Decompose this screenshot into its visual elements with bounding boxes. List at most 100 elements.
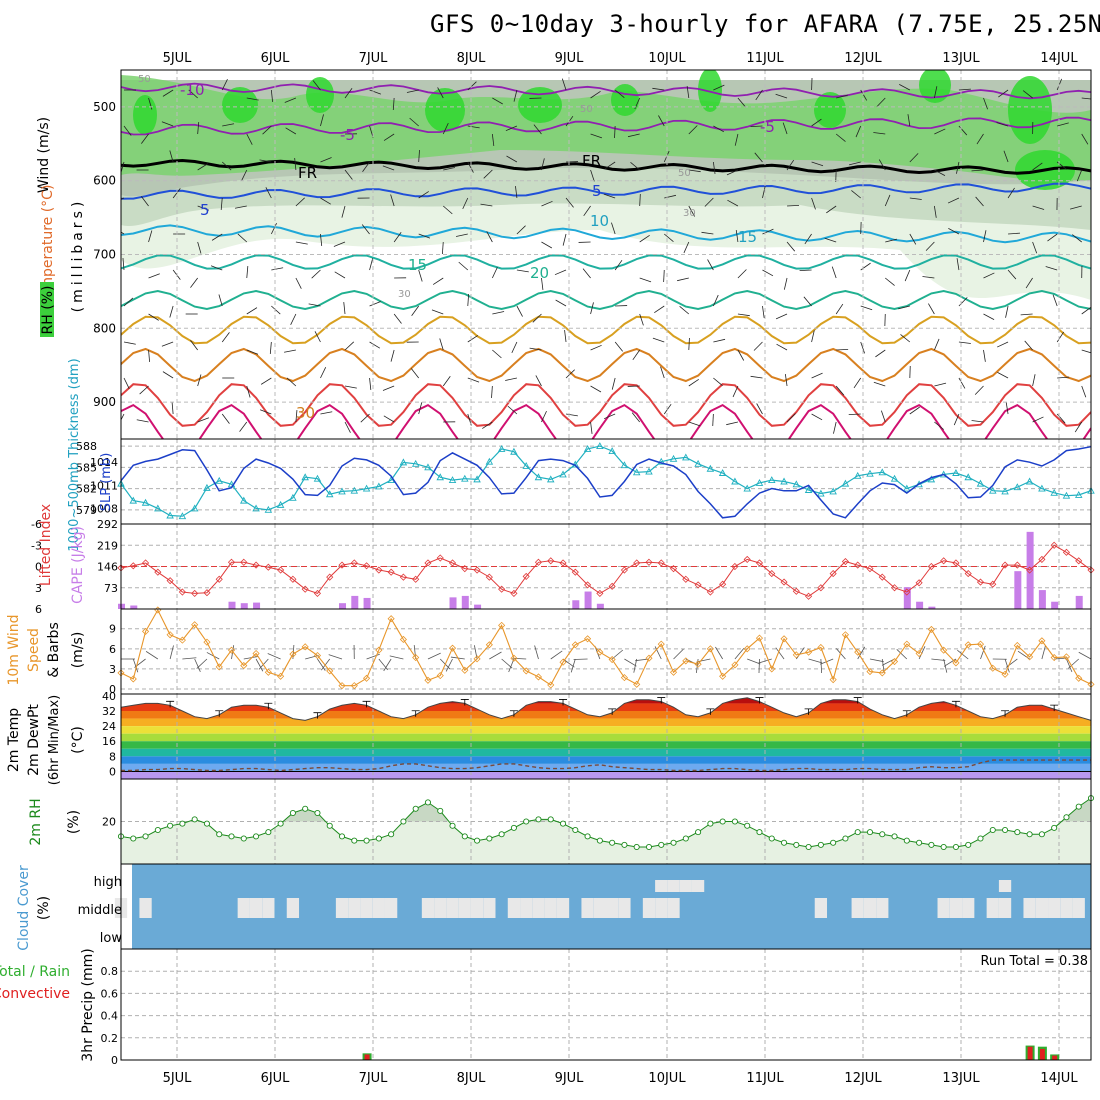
temp-label-a: 2m Temp bbox=[6, 708, 22, 772]
date-label: 10JUL bbox=[648, 51, 686, 66]
rh-shade-green bbox=[121, 75, 1091, 182]
wind-barb bbox=[753, 341, 763, 351]
contour-label: 10 bbox=[590, 212, 609, 230]
wind-barb bbox=[516, 269, 529, 273]
cloud-middle-block bbox=[642, 898, 656, 918]
cape-bar bbox=[339, 603, 347, 609]
wind-barb bbox=[782, 122, 788, 135]
wind-barb bbox=[590, 344, 602, 351]
wind-barb bbox=[432, 277, 444, 285]
cloud-cover-panel: low middle high bbox=[78, 863, 1092, 950]
wind-barb bbox=[1066, 658, 1073, 673]
wind-barb bbox=[909, 406, 920, 415]
wind-barb bbox=[881, 658, 885, 673]
thickness-point bbox=[829, 487, 837, 495]
temp2m-panel: 0 8 16 24 32 40 bbox=[102, 690, 1092, 780]
wind-barb bbox=[857, 646, 866, 660]
li-point bbox=[608, 582, 616, 590]
cloud-middle-block bbox=[372, 898, 385, 918]
wind-barb bbox=[320, 157, 332, 163]
rh-point bbox=[449, 822, 456, 829]
wind-barb bbox=[570, 658, 576, 673]
thickness-point bbox=[694, 459, 702, 467]
rh-point bbox=[1063, 814, 1070, 821]
wind-barb bbox=[344, 88, 353, 99]
wind-point bbox=[903, 640, 911, 648]
precip-tick-label: 0.6 bbox=[101, 987, 119, 1000]
wind-barb bbox=[492, 311, 505, 315]
upper-wind-label: Wind (m/s) bbox=[36, 117, 52, 193]
rh-tick-label: 20 bbox=[102, 816, 116, 829]
wind-barb bbox=[1022, 90, 1033, 99]
li-point bbox=[350, 559, 358, 567]
rh-point bbox=[167, 822, 174, 829]
wind-barb bbox=[1047, 233, 1058, 242]
temperature-contour bbox=[121, 224, 1091, 244]
minmax-marker bbox=[706, 708, 715, 715]
rh-point bbox=[866, 829, 874, 836]
wind-barb bbox=[1003, 150, 1009, 163]
li-point bbox=[522, 572, 530, 580]
li-point bbox=[264, 563, 272, 571]
thickness-point bbox=[448, 476, 457, 484]
wind-barb bbox=[715, 646, 723, 660]
wind-barb bbox=[652, 87, 665, 91]
wind-barb bbox=[983, 349, 986, 362]
wind-barb bbox=[934, 338, 940, 351]
thickness-point bbox=[853, 471, 862, 479]
rh-point bbox=[670, 839, 677, 846]
wind-barb bbox=[295, 197, 305, 207]
wind-barb bbox=[831, 266, 837, 279]
wind-point bbox=[178, 636, 186, 644]
thickness-point bbox=[841, 479, 850, 487]
wind-barb bbox=[505, 125, 518, 132]
wind-barb bbox=[918, 646, 926, 660]
cloud-high-block bbox=[655, 880, 668, 892]
wind-point bbox=[363, 674, 371, 682]
wind-barb bbox=[1081, 306, 1091, 315]
wind-barb bbox=[197, 122, 200, 135]
minmax-marker bbox=[657, 697, 666, 704]
wind-barb bbox=[366, 653, 380, 660]
wind-barb bbox=[1005, 305, 1009, 318]
wind-barb bbox=[776, 343, 788, 351]
li-point bbox=[399, 573, 407, 581]
minmax-marker bbox=[1001, 710, 1010, 717]
contour-label: 30 bbox=[296, 404, 315, 422]
wind-tick-label: 6 bbox=[109, 643, 116, 656]
cloud-middle-block bbox=[986, 898, 999, 918]
wind-barb bbox=[406, 89, 419, 93]
rh-high-blob bbox=[1008, 76, 1052, 144]
wind-barb bbox=[221, 413, 230, 424]
wind-barb bbox=[246, 133, 253, 145]
date-label: 8JUL bbox=[457, 51, 487, 66]
wind-barb bbox=[971, 420, 984, 423]
li-tick-label: 3 bbox=[35, 582, 42, 595]
minmax-marker bbox=[902, 710, 911, 717]
li-point bbox=[1026, 566, 1034, 574]
cloud-middle-block bbox=[581, 898, 594, 918]
slp-tick-label: 1011 bbox=[90, 479, 118, 492]
wind-barb bbox=[486, 231, 493, 243]
wind-point bbox=[215, 663, 223, 671]
li-point bbox=[412, 575, 420, 583]
rh-point bbox=[498, 831, 505, 838]
thickness-point bbox=[313, 474, 322, 482]
wind-barb bbox=[317, 658, 326, 671]
wind-barb bbox=[541, 410, 547, 423]
temperature-contour bbox=[121, 403, 1091, 439]
rh-point bbox=[424, 799, 432, 806]
wind-point bbox=[436, 672, 444, 680]
li-point bbox=[510, 589, 518, 597]
wind-barb bbox=[786, 159, 795, 171]
rh-point bbox=[388, 831, 395, 838]
cape-tick-label: 219 bbox=[97, 539, 118, 552]
wind-barb bbox=[505, 377, 517, 381]
wind-barb bbox=[443, 167, 456, 171]
cloud-middle-block bbox=[458, 898, 471, 918]
wind-barb bbox=[462, 197, 469, 210]
wind-barb bbox=[590, 421, 593, 434]
wind-barb bbox=[369, 89, 381, 95]
rh-high-blob bbox=[611, 84, 639, 116]
wind-barb bbox=[1068, 658, 1079, 669]
